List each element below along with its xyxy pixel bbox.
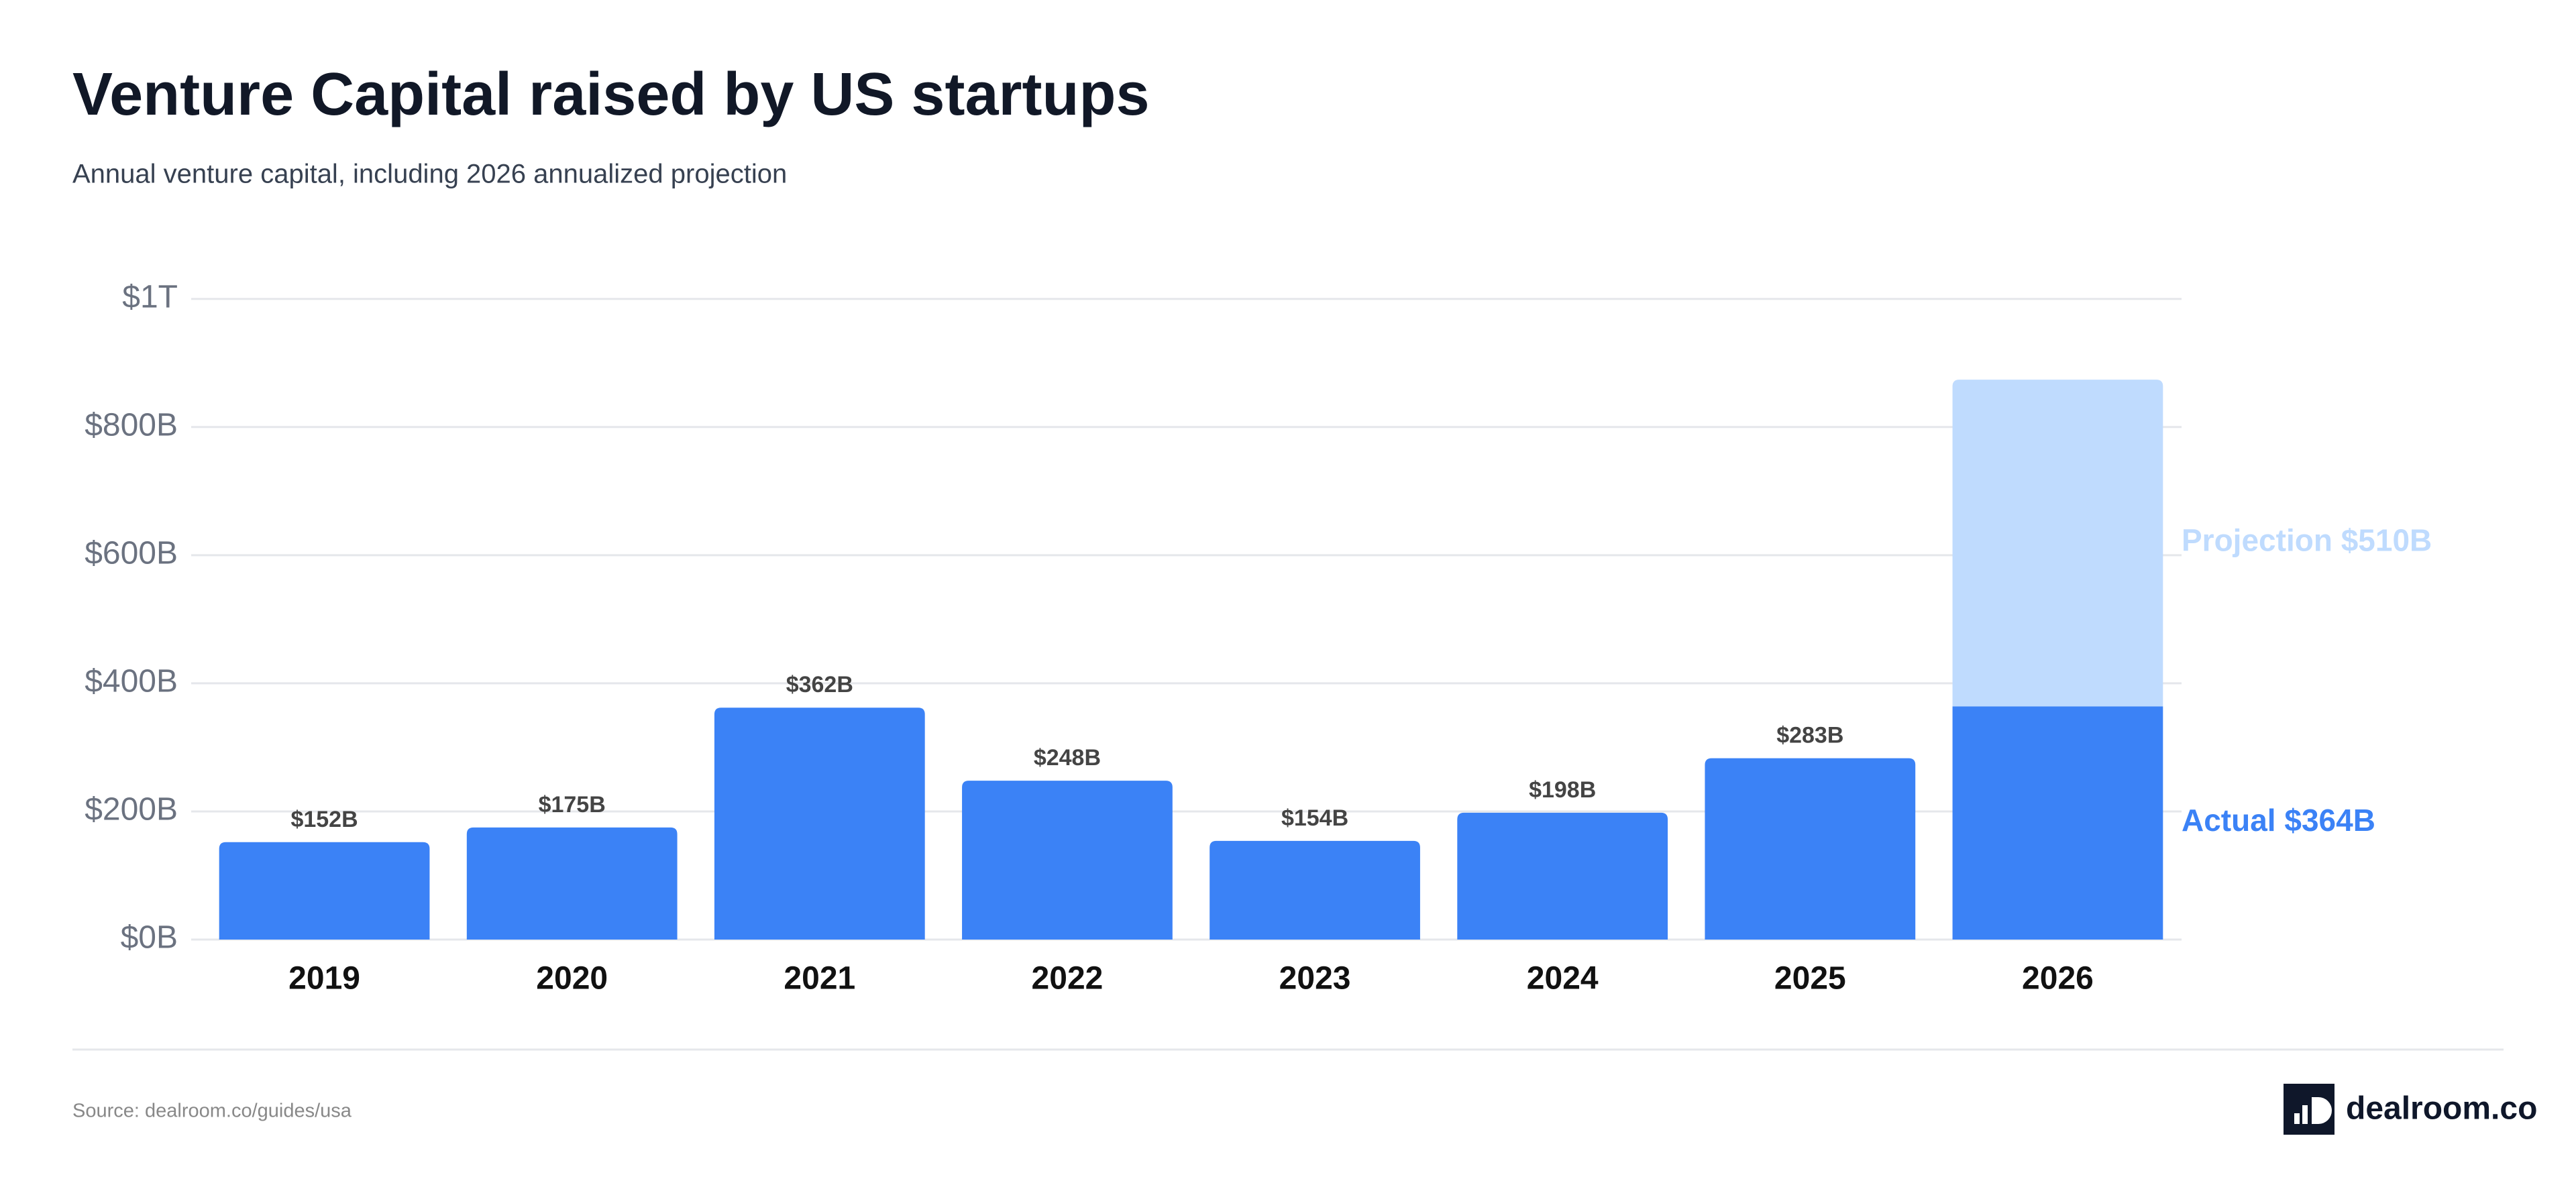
bar [1705,758,1916,940]
bar [466,827,678,940]
value-label: $154B [1281,805,1348,831]
bar [1210,840,1420,940]
value-label: $510B [2341,523,2432,558]
value-label: $362B [786,672,853,697]
value-label: $175B [539,792,606,817]
logo-icon-bar [2302,1105,2308,1124]
x-tick-label: 2025 [1774,961,1846,997]
source: Source: dealroom.co/guides/usa [72,1101,352,1122]
y-tick-label: $1T [122,279,178,315]
y-tick-label: $600B [85,536,178,571]
x-tick-label: 2023 [1279,961,1351,997]
x-tick-label: 2022 [1032,961,1104,997]
y-tick-label: $200B [85,792,178,828]
value-label: $364B [2284,803,2375,838]
x-tick-label: 2026 [2022,961,2094,997]
series-name: Projection [2182,523,2332,558]
y-tick-label: $0B [121,920,178,956]
bar [714,708,925,940]
segment-annotation: Actual $364B [2182,803,2375,838]
series-name: Actual [2182,803,2276,838]
value-label: $152B [290,807,358,832]
bar [219,842,430,940]
logo-icon-bar [2294,1113,2300,1124]
x-tick-label: 2024 [1527,961,1599,997]
bar [1952,706,2163,940]
bar [1952,380,2163,707]
value-label: $248B [1034,745,1101,771]
logo-text: dealroom.co [2346,1091,2537,1127]
x-tick-label: 2019 [288,961,360,997]
value-label: $198B [1529,777,1596,803]
y-tick-label: $400B [85,664,178,699]
x-tick-label: 2021 [784,961,855,997]
x-tick-label: 2020 [536,961,608,997]
y-tick-label: $800B [85,407,178,443]
bar [1457,812,1668,940]
segment-annotation: Projection $510B [2182,523,2432,558]
value-label: $283B [1776,723,1843,748]
bar [962,781,1173,940]
chart-subtitle: Annual venture capital, including 2026 a… [72,160,787,189]
chart-title: Venture Capital raised by US startups [72,61,1150,128]
logo-icon-d [2312,1097,2332,1124]
